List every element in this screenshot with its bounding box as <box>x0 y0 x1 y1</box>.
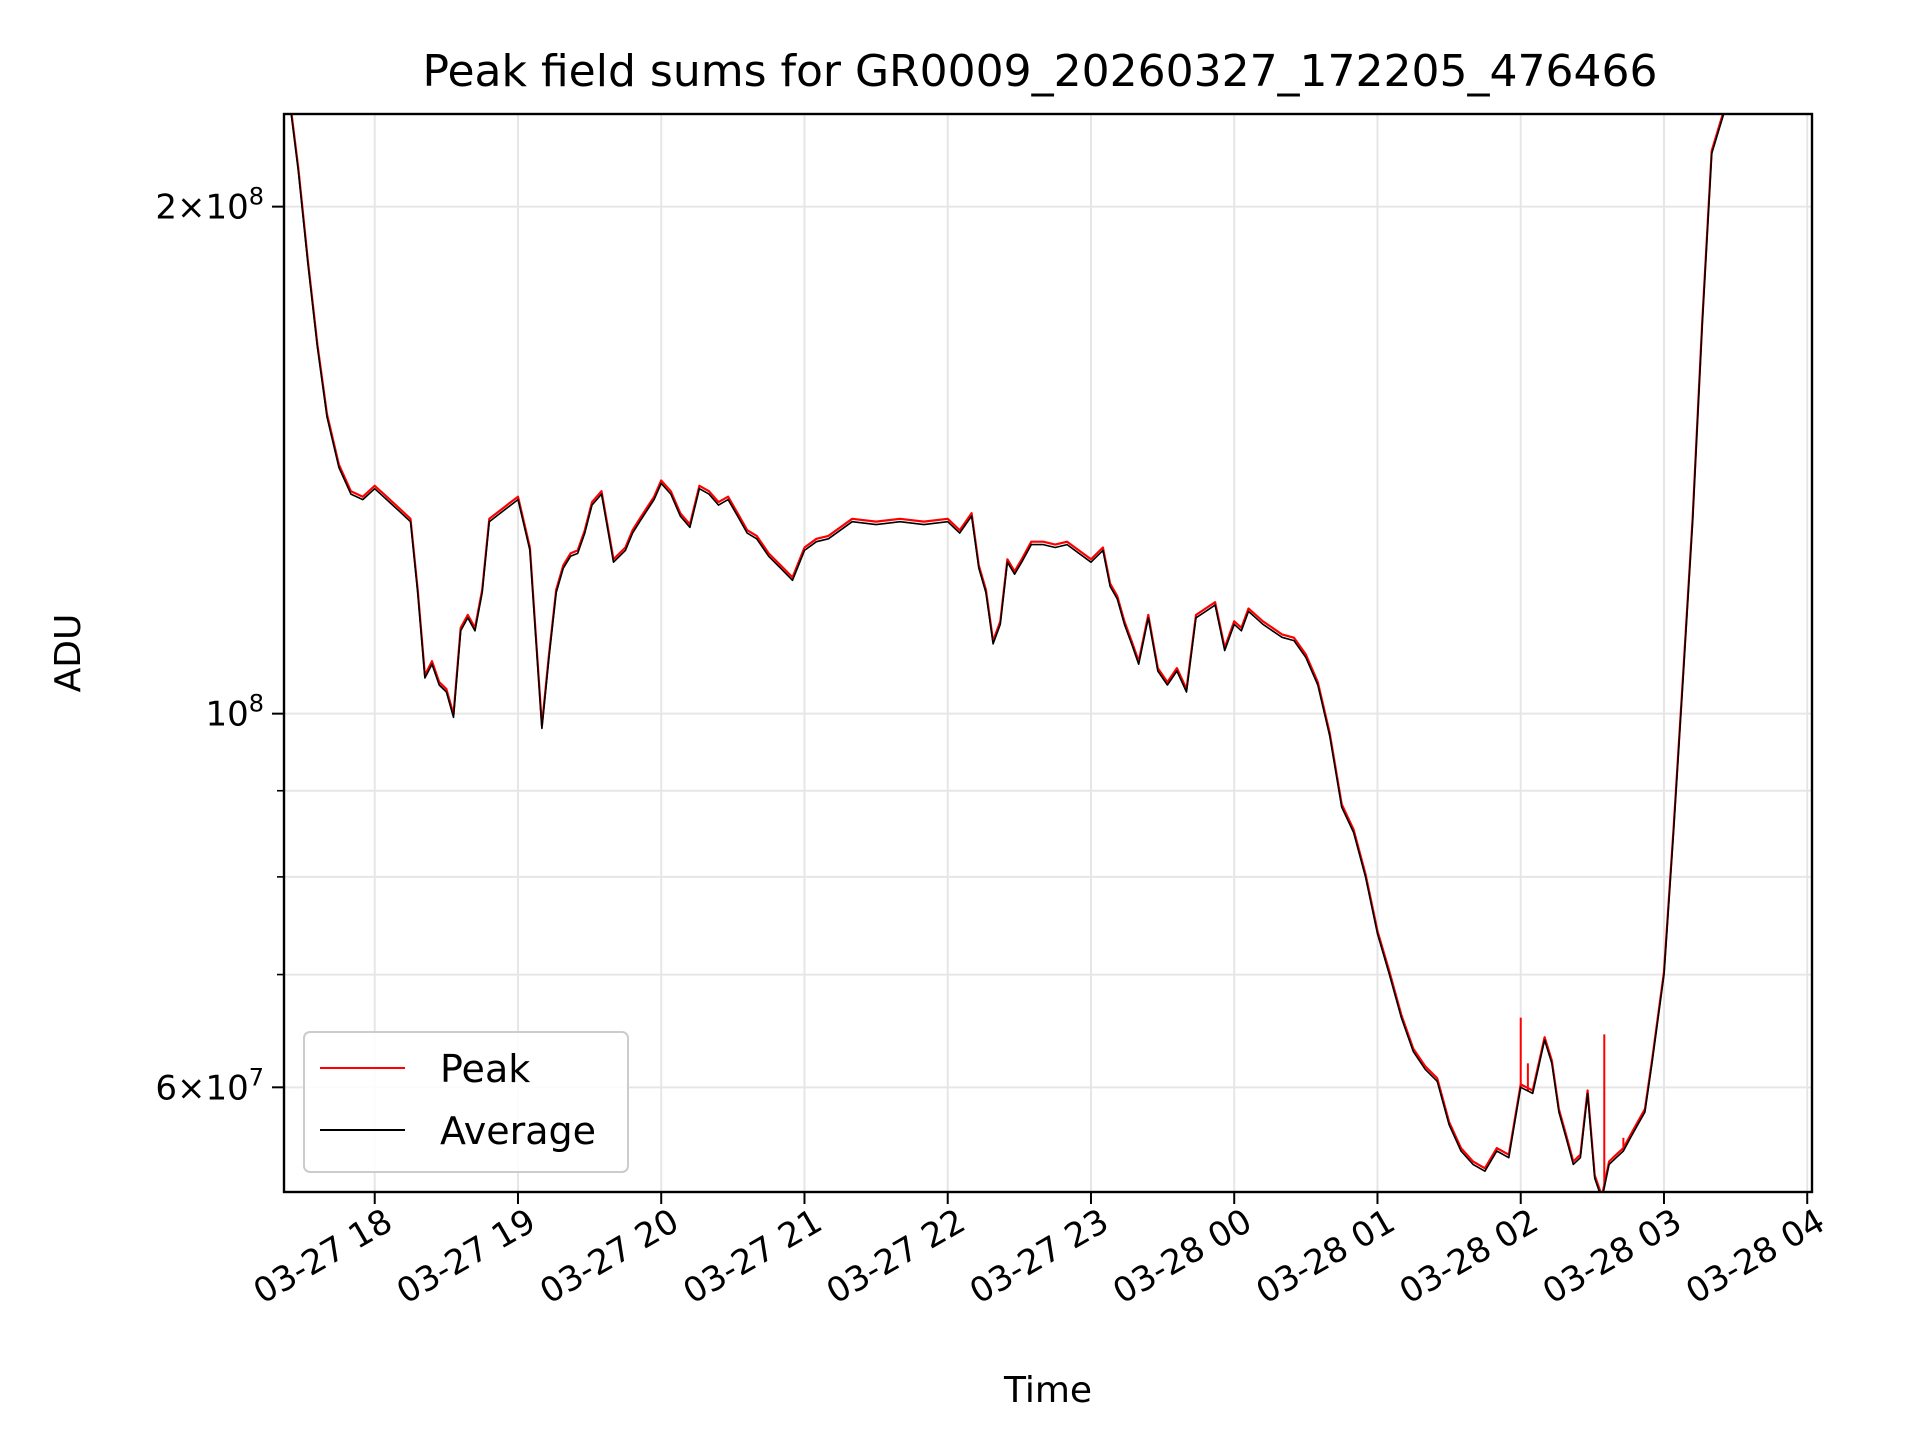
series-average-line <box>290 114 1725 1192</box>
legend-peak-label: Peak <box>440 1047 530 1091</box>
y-tick-label: 6×107 <box>155 1063 264 1108</box>
chart-title: Peak field sums for GR0009_20260327_1722… <box>423 46 1658 97</box>
plot-frame <box>282 112 1814 1194</box>
x-axis-label: Time <box>1003 1370 1092 1411</box>
grid-lines <box>284 114 1812 1192</box>
y-axis-label: ADU <box>48 614 89 693</box>
legend: Peak Average <box>303 1031 629 1173</box>
peak-spikes <box>1519 1017 1625 1188</box>
plot-clip-group <box>290 114 1725 1192</box>
legend-average-label: Average <box>440 1109 596 1153</box>
y-tick-label: 2×108 <box>155 183 264 228</box>
